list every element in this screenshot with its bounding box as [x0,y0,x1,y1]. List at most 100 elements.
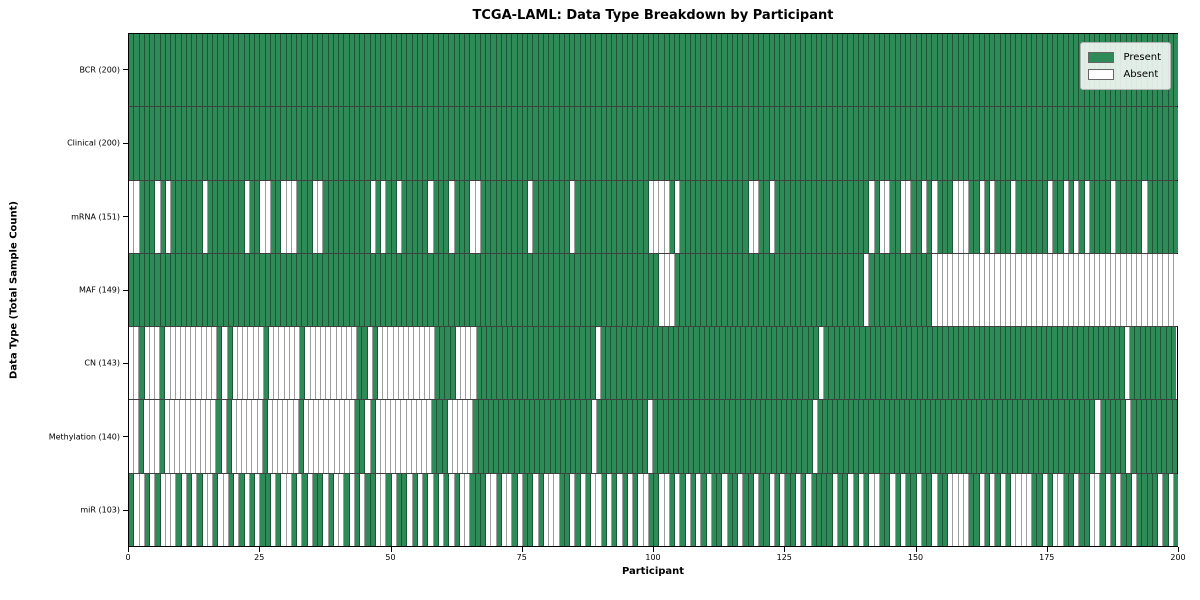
heatmap-cell [706,107,712,180]
heatmap-cell [1152,180,1158,253]
heatmap-cell [1145,327,1151,400]
heatmap-cell [858,34,864,107]
heatmap-cell [811,253,817,327]
heatmap-cell [612,473,618,546]
heatmap-cell [1026,107,1032,180]
heatmap-cell [1074,180,1080,253]
heatmap-cell [896,327,902,400]
heatmap-cell [853,180,859,253]
x-tick-label: 75 [516,553,527,562]
heatmap-cell [249,34,255,107]
heatmap-cell [559,473,565,546]
heatmap-cell [675,34,681,107]
heatmap-cell [512,327,519,400]
heatmap-cell [480,107,486,180]
heatmap-cell [252,400,258,473]
heatmap-cell [223,253,229,327]
heatmap-cell [480,253,486,327]
heatmap-cell [1131,253,1137,327]
heatmap-cell [533,253,539,327]
heatmap-cell [643,473,649,546]
heatmap-cell [848,253,854,327]
heatmap-cell [848,473,854,546]
heatmap-cell [735,400,741,473]
heatmap-cell [738,180,744,253]
heatmap-cell [549,107,555,180]
heatmap-cell [1173,107,1178,180]
heatmap-cell [648,473,654,546]
heatmap-cell [995,253,1001,327]
heatmap-cell [437,400,443,473]
heatmap-cell [795,107,801,180]
heatmap-cell [218,473,224,546]
heatmap-cell [696,253,702,327]
heatmap-cell [370,180,376,253]
heatmap-cell [144,253,150,327]
heatmap-cell [906,180,912,253]
heatmap-cell [1053,34,1059,107]
heatmap-cell [447,400,453,473]
heatmap-cell [407,473,413,546]
heatmap-cell [1047,327,1053,400]
heatmap-cell [580,34,586,107]
heatmap-cell [722,253,728,327]
heatmap-cell [832,34,838,107]
heatmap-cell [1037,34,1043,107]
heatmap-cell [535,400,541,473]
heatmap-cell [995,180,1001,253]
heatmap-cell [969,180,975,253]
heatmap-cell [927,327,934,400]
heatmap-cell [953,253,959,327]
heatmap-cell [324,400,330,473]
heatmap-cell [1074,473,1080,546]
heatmap-cell [514,400,520,473]
heatmap-cell [228,180,234,253]
x-tick-mark [521,547,523,552]
heatmap-cell [843,400,849,473]
heatmap-cell [344,34,350,107]
heatmap-cell [974,107,980,180]
heatmap-cell [622,180,628,253]
heatmap-cell [938,327,944,400]
heatmap-cell [808,327,814,400]
heatmap-cell [176,253,182,327]
heatmap-cell [927,180,933,253]
heatmap-cell [785,253,791,327]
heatmap-cell [276,107,282,180]
heatmap-cell [339,34,345,107]
heatmap-cell [816,34,822,107]
y-tick-mark [123,362,128,364]
heatmap-cell [1000,253,1006,327]
heatmap-cell [669,107,675,180]
heatmap-cell [1023,400,1029,473]
heatmap-cell [129,253,135,327]
heatmap-cell [963,34,969,107]
heatmap-cell [496,253,502,327]
heatmap-cell [476,327,482,400]
heatmap-cell [445,327,451,400]
heatmap-cell [554,253,560,327]
heatmap-cell [517,180,523,253]
heatmap-cell [969,473,975,546]
heatmap-cell [906,253,912,327]
heatmap-cell [664,180,670,253]
heatmap-cell [1058,180,1064,253]
heatmap-cell [564,107,570,180]
heatmap-cell [1005,253,1011,327]
heatmap-cell [1068,34,1074,107]
heatmap-cell [1059,400,1065,473]
heatmap-cell [1047,473,1053,546]
heatmap-cell [279,327,285,400]
heatmap-cell [777,327,783,400]
heatmap-cell [433,34,439,107]
heatmap-cell [722,107,728,180]
heatmap-cell [417,180,423,253]
heatmap-cell [1116,473,1122,546]
heatmap-cell [459,107,465,180]
heatmap-cell [559,107,565,180]
heatmap-cell [990,180,996,253]
heatmap-cell [1100,253,1106,327]
heatmap-cell [533,107,539,180]
heatmap-cell [637,400,644,473]
heatmap-cell [1172,400,1177,473]
